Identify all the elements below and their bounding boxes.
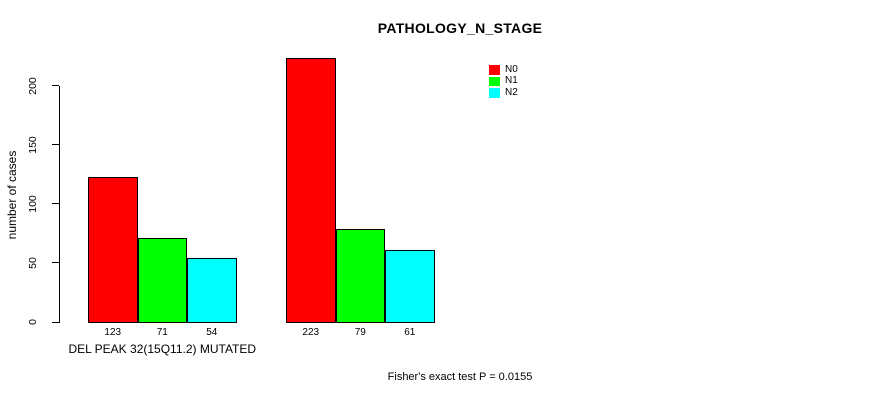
- bar-value-label: 123: [104, 327, 122, 338]
- bar-value-label: 71: [156, 327, 168, 338]
- y-tick-label: 100: [27, 195, 39, 213]
- legend-swatch-n1: [489, 76, 500, 86]
- bar-value-label: 54: [206, 327, 218, 338]
- bar-n2-group-2: [385, 249, 435, 323]
- y-tick-mark: [52, 262, 59, 264]
- y-tick-mark: [52, 203, 59, 205]
- legend-item-n0: N0: [489, 64, 518, 76]
- y-tick-mark: [52, 85, 59, 87]
- bar-n2-group-1: [187, 258, 237, 323]
- legend: N0 N1 N2: [489, 64, 518, 99]
- legend-swatch-n2: [489, 88, 500, 98]
- legend-label: N1: [505, 75, 518, 87]
- stat-test-footnote: Fisher's exact test P = 0.0155: [387, 371, 533, 383]
- legend-label: N0: [505, 63, 518, 75]
- legend-label: N2: [505, 86, 518, 98]
- y-axis-label: number of cases: [5, 150, 19, 240]
- bar-n0-group-1: [88, 176, 138, 323]
- bar-n0-group-2: [286, 58, 336, 323]
- legend-item-n2: N2: [489, 87, 518, 99]
- y-tick-mark: [52, 144, 59, 146]
- x-axis-group-label: DEL PEAK 32(15Q11.2) MUTATED: [68, 342, 257, 356]
- y-tick-label: 50: [27, 257, 39, 269]
- y-tick-label: 0: [27, 319, 39, 325]
- y-tick-mark: [52, 321, 59, 323]
- legend-swatch-n0: [489, 65, 500, 75]
- bar-n1-group-1: [137, 238, 187, 323]
- bar-value-label: 223: [302, 327, 320, 338]
- bar-value-label: 79: [354, 327, 366, 338]
- bar-n1-group-2: [335, 228, 385, 323]
- chart-title: PATHOLOGY_N_STAGE: [377, 20, 543, 36]
- y-axis-line: [59, 85, 60, 323]
- legend-item-n1: N1: [489, 76, 518, 88]
- y-tick-label: 200: [27, 76, 39, 95]
- bar-value-label: 61: [404, 327, 416, 338]
- y-tick-label: 150: [27, 135, 39, 154]
